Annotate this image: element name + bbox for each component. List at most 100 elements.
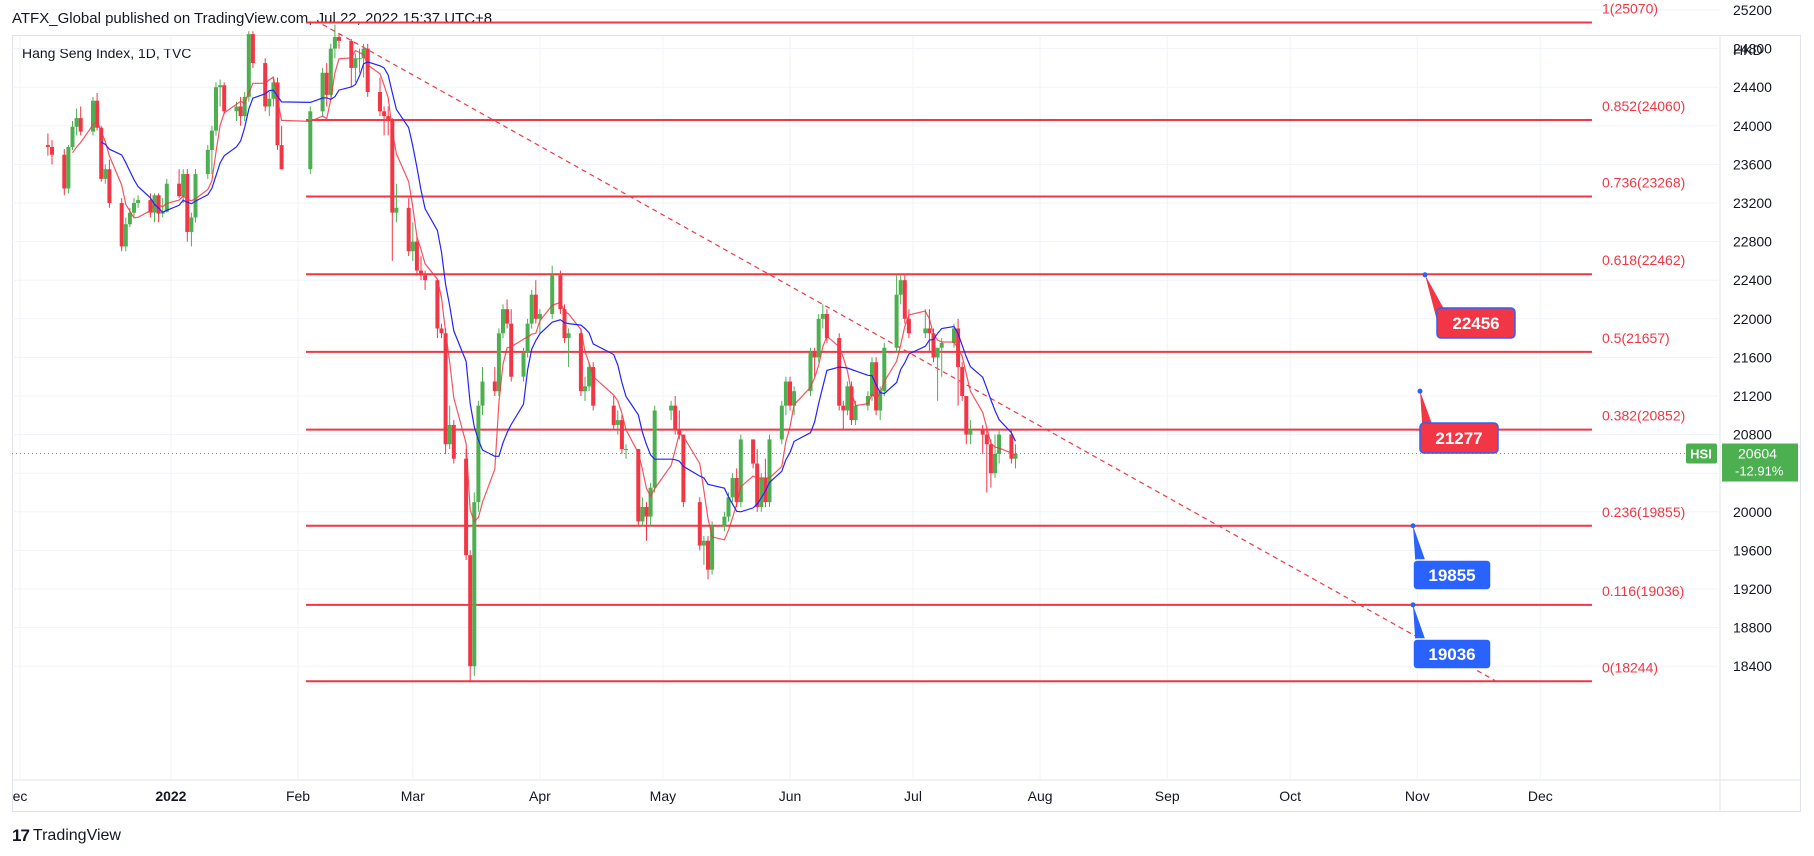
candle-body <box>952 328 956 343</box>
candle-body <box>423 275 428 281</box>
y-axis-unit: HKD <box>1733 42 1763 58</box>
candle-body <box>882 347 887 392</box>
candle-body <box>1009 434 1014 459</box>
x-axis-tick-label: Feb <box>286 788 310 804</box>
candle-body <box>906 318 911 334</box>
candle-body <box>136 200 141 203</box>
y-axis-tick-label: 23600 <box>1733 156 1772 172</box>
candle-body <box>636 449 641 522</box>
x-axis-tick-label: Dec <box>1528 788 1553 804</box>
candle-body <box>669 405 674 411</box>
callout-anchor-dot <box>1410 602 1416 608</box>
y-axis-tick-label: 25200 <box>1733 2 1772 18</box>
candle-body <box>824 313 829 339</box>
candle-body <box>95 100 100 128</box>
moving-average-fast <box>72 49 1016 541</box>
candle-body <box>279 145 284 170</box>
fib-level-label: 0.852(24060) <box>1602 98 1685 114</box>
candle-body <box>193 174 198 218</box>
candle-body <box>566 333 571 339</box>
y-axis-tick-label: 22800 <box>1733 234 1772 250</box>
candle-body <box>820 313 825 319</box>
fib-level-label: 0.618(22462) <box>1602 252 1685 268</box>
candle-body <box>767 439 772 503</box>
candle-body <box>849 386 854 421</box>
y-axis-tick-label: 24800 <box>1733 41 1772 57</box>
candle-body <box>853 405 858 421</box>
candle-body <box>218 85 223 88</box>
candle-body <box>378 92 382 112</box>
candle-body <box>390 120 395 213</box>
candle-body <box>263 63 268 107</box>
candle-body <box>808 352 813 392</box>
candle-body <box>447 424 452 445</box>
candle-body <box>337 37 341 41</box>
candle-body <box>562 309 567 339</box>
candle-body <box>730 478 735 498</box>
candle-body <box>246 34 251 97</box>
tradingview-logo-text: TradingView <box>32 827 121 844</box>
candle-body <box>751 439 756 464</box>
candle-body <box>177 183 182 197</box>
y-axis-tick-label: 18800 <box>1733 620 1772 636</box>
candle-body <box>993 453 997 474</box>
candle-body <box>968 429 973 435</box>
callout-anchor-dot <box>1410 523 1416 529</box>
candle-body <box>496 333 501 392</box>
candle-body <box>759 478 764 507</box>
last-price-tag <box>1722 443 1798 482</box>
candle-body <box>845 386 850 411</box>
candle-body <box>587 367 592 387</box>
candle-body <box>45 145 50 148</box>
x-axis-tick-label: Nov <box>1405 788 1430 804</box>
candle-body <box>119 203 124 247</box>
candle-body <box>783 381 788 406</box>
candle-body <box>103 169 108 179</box>
candle-body <box>792 391 797 406</box>
y-axis-tick-label: 21200 <box>1733 388 1772 404</box>
candle-body <box>70 126 75 148</box>
candle-body <box>492 381 497 392</box>
candle-body <box>537 313 542 319</box>
candle-body <box>234 106 239 112</box>
candle-body <box>107 169 112 203</box>
candle-body <box>738 439 743 503</box>
candle-body <box>779 405 784 440</box>
candle-body <box>525 323 530 353</box>
candle-body <box>734 478 739 503</box>
candle-body <box>472 502 477 667</box>
moving-average-slow <box>100 61 1017 513</box>
candle-body <box>91 100 95 132</box>
callout-label: 21277 <box>1435 429 1482 448</box>
x-axis-tick-label: Mar <box>401 788 425 804</box>
fib-level-label: 0.5(21657) <box>1602 330 1670 346</box>
callout-label: 19036 <box>1428 645 1475 664</box>
candle-body <box>939 342 944 348</box>
candle-body <box>927 328 932 334</box>
candle-body <box>435 280 440 329</box>
x-axis-tick-label: Aug <box>1028 788 1053 804</box>
candle-body <box>62 154 67 189</box>
candle-body <box>238 106 243 117</box>
tradingview-logo-mark: 17 <box>12 826 30 845</box>
candle-body <box>353 58 358 68</box>
candle-body <box>164 183 169 212</box>
candle-body <box>923 328 928 334</box>
candle-body <box>250 34 255 64</box>
x-axis-tick-label: 2022 <box>155 788 186 804</box>
candle-body <box>443 333 448 445</box>
candle-body <box>624 449 628 451</box>
fib-level-label: 0.382(20852) <box>1602 408 1685 424</box>
candle-body <box>308 111 313 170</box>
candle-body <box>865 396 870 406</box>
candle-body <box>66 147 71 189</box>
callout-label: 19855 <box>1428 566 1475 585</box>
symbol-tag <box>1686 443 1717 464</box>
y-axis-tick-label: 18400 <box>1733 658 1772 674</box>
candle-body <box>74 118 79 127</box>
candle-body <box>874 362 879 411</box>
candle-body <box>788 381 792 406</box>
candle-body <box>451 424 456 459</box>
tradingview-logo[interactable]: 17 TradingView <box>12 826 121 846</box>
